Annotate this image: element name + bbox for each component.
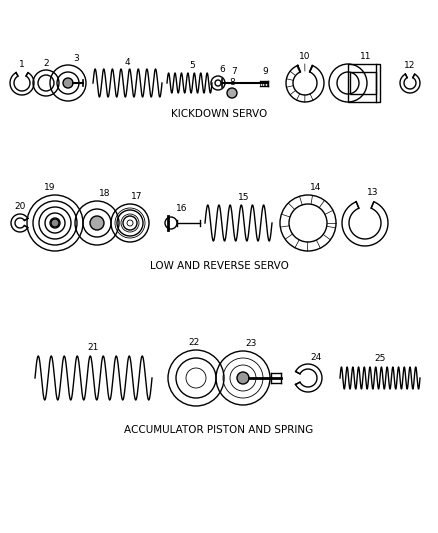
Text: 6: 6 xyxy=(219,65,225,74)
Text: 21: 21 xyxy=(88,343,99,352)
Text: 16: 16 xyxy=(176,204,188,213)
Circle shape xyxy=(90,216,104,230)
Text: 17: 17 xyxy=(131,192,143,201)
Text: 15: 15 xyxy=(238,193,249,202)
Text: 18: 18 xyxy=(99,189,111,198)
Bar xyxy=(348,64,380,102)
Text: KICKDOWN SERVO: KICKDOWN SERVO xyxy=(171,109,267,119)
Text: 19: 19 xyxy=(44,183,56,192)
Circle shape xyxy=(63,78,73,88)
Circle shape xyxy=(227,88,237,98)
Text: LOW AND REVERSE SERVO: LOW AND REVERSE SERVO xyxy=(149,261,289,271)
Text: 2: 2 xyxy=(43,59,49,68)
Circle shape xyxy=(51,219,59,227)
Text: 4: 4 xyxy=(125,58,131,67)
Bar xyxy=(350,72,376,94)
Text: 5: 5 xyxy=(190,61,195,70)
Text: 8: 8 xyxy=(229,78,235,87)
Text: 20: 20 xyxy=(14,202,26,211)
Text: 12: 12 xyxy=(404,61,416,70)
Text: 10: 10 xyxy=(299,52,311,61)
Text: ACCUMULATOR PISTON AND SPRING: ACCUMULATOR PISTON AND SPRING xyxy=(124,425,314,435)
Text: 23: 23 xyxy=(245,339,257,348)
Text: 13: 13 xyxy=(367,188,379,197)
Text: 11: 11 xyxy=(360,52,372,61)
Text: 22: 22 xyxy=(188,338,200,347)
Text: 14: 14 xyxy=(310,183,321,192)
Text: 9: 9 xyxy=(262,67,268,76)
Text: 3: 3 xyxy=(73,54,79,63)
Text: 7: 7 xyxy=(231,67,237,76)
Text: 1: 1 xyxy=(19,60,25,69)
Text: 24: 24 xyxy=(311,353,321,362)
Circle shape xyxy=(237,372,249,384)
Text: 25: 25 xyxy=(374,354,386,363)
